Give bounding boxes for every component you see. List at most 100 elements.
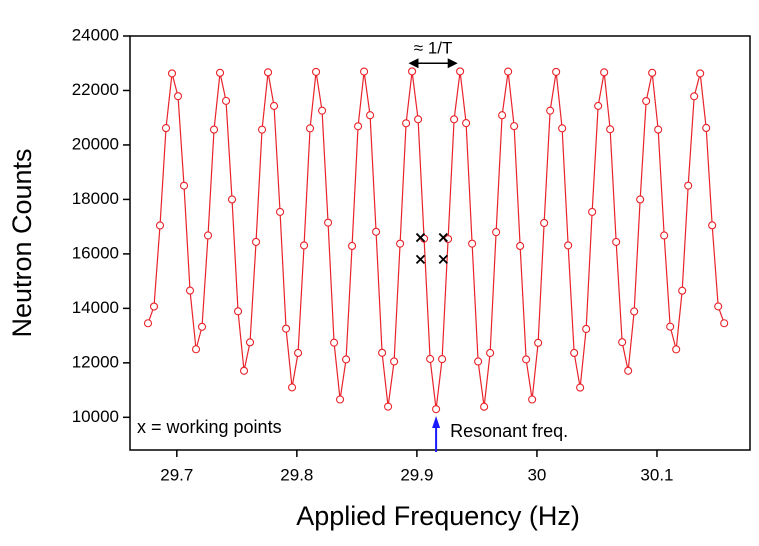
period-label: ≈ 1/T [414, 39, 453, 58]
data-point [468, 239, 477, 248]
data-point [510, 122, 519, 131]
data-point [360, 67, 369, 76]
data-point [666, 322, 675, 331]
data-point [498, 111, 507, 120]
x-tick-label: 30 [527, 465, 546, 484]
data-point [336, 395, 345, 404]
data-point [690, 92, 699, 101]
data-point [233, 307, 243, 316]
data-point [546, 106, 555, 115]
data-point [462, 119, 471, 128]
data-point [414, 115, 423, 124]
data-point [179, 181, 189, 190]
data-point [534, 338, 543, 347]
data-point [570, 348, 579, 358]
data-point [185, 286, 195, 295]
data-point [167, 69, 177, 78]
plot-frame [129, 35, 751, 451]
working-point [415, 232, 426, 243]
data-line [147, 71, 725, 410]
data-point [714, 302, 723, 311]
data-point [221, 96, 231, 105]
data-point [516, 241, 525, 251]
data-point [354, 122, 363, 131]
working-point [415, 254, 426, 264]
data-point [408, 67, 417, 76]
x-tick-label: 30.1 [640, 465, 673, 484]
data-point [624, 366, 633, 375]
data-point [269, 101, 279, 110]
data-point [426, 354, 435, 363]
data-point [396, 239, 405, 248]
data-point [300, 241, 309, 250]
data-point [378, 348, 387, 357]
y-tick-label: 14000 [72, 298, 119, 317]
data-point [486, 348, 495, 358]
data-point [203, 231, 213, 240]
data-point [438, 355, 447, 364]
data-point [642, 96, 651, 106]
data-point [149, 302, 159, 311]
resonance-arrowhead [432, 416, 441, 428]
data-point [654, 125, 663, 134]
data-point [558, 124, 567, 133]
data-point [600, 68, 609, 77]
data-point [606, 125, 615, 134]
data-point [708, 221, 717, 230]
y-tick-label: 12000 [72, 352, 119, 371]
resonance-label: Resonant freq. [450, 421, 568, 441]
data-point [504, 67, 513, 76]
data-point [312, 67, 321, 76]
data-point [636, 195, 645, 204]
y-tick-label: 22000 [72, 80, 119, 99]
data-point [720, 319, 729, 328]
data-point [480, 402, 489, 411]
data-point [161, 124, 171, 133]
data-point [702, 123, 711, 133]
data-point [576, 383, 585, 392]
data-point [588, 207, 597, 216]
data-point [672, 345, 681, 354]
data-point [239, 366, 249, 375]
x-tick-label: 29.9 [400, 465, 433, 484]
data-point [143, 319, 153, 328]
data-point [348, 241, 357, 251]
data-point [306, 124, 315, 133]
period-arrowhead [408, 58, 458, 69]
data-point [282, 324, 291, 333]
y-tick-label: 10000 [72, 407, 119, 426]
data-point [372, 227, 381, 236]
data-point [564, 241, 573, 250]
working-point [438, 254, 448, 264]
data-point [324, 218, 333, 227]
working-point [438, 232, 448, 243]
data-point [288, 383, 297, 392]
y-tick-label: 20000 [72, 134, 119, 153]
data-point [215, 68, 225, 77]
data-point [275, 207, 285, 216]
data-point [696, 69, 705, 78]
data-point [432, 405, 441, 414]
data-point [318, 106, 327, 115]
data-point [263, 68, 273, 77]
data-point [257, 125, 267, 134]
data-point [402, 119, 411, 128]
data-point [227, 195, 237, 204]
data-point [678, 286, 687, 295]
data-point [630, 307, 639, 316]
data-point [209, 125, 219, 134]
data-point [245, 338, 255, 347]
working-points-label: x = working points [137, 417, 282, 437]
data-point [155, 221, 165, 230]
data-point [612, 237, 621, 246]
data-point [342, 355, 351, 364]
data-point [618, 338, 627, 347]
data-point [173, 92, 183, 101]
data-point [540, 218, 549, 228]
data-point [660, 231, 669, 240]
data-point [330, 338, 339, 347]
data-point [528, 395, 537, 404]
data-point [294, 348, 303, 358]
data-point [366, 111, 375, 120]
